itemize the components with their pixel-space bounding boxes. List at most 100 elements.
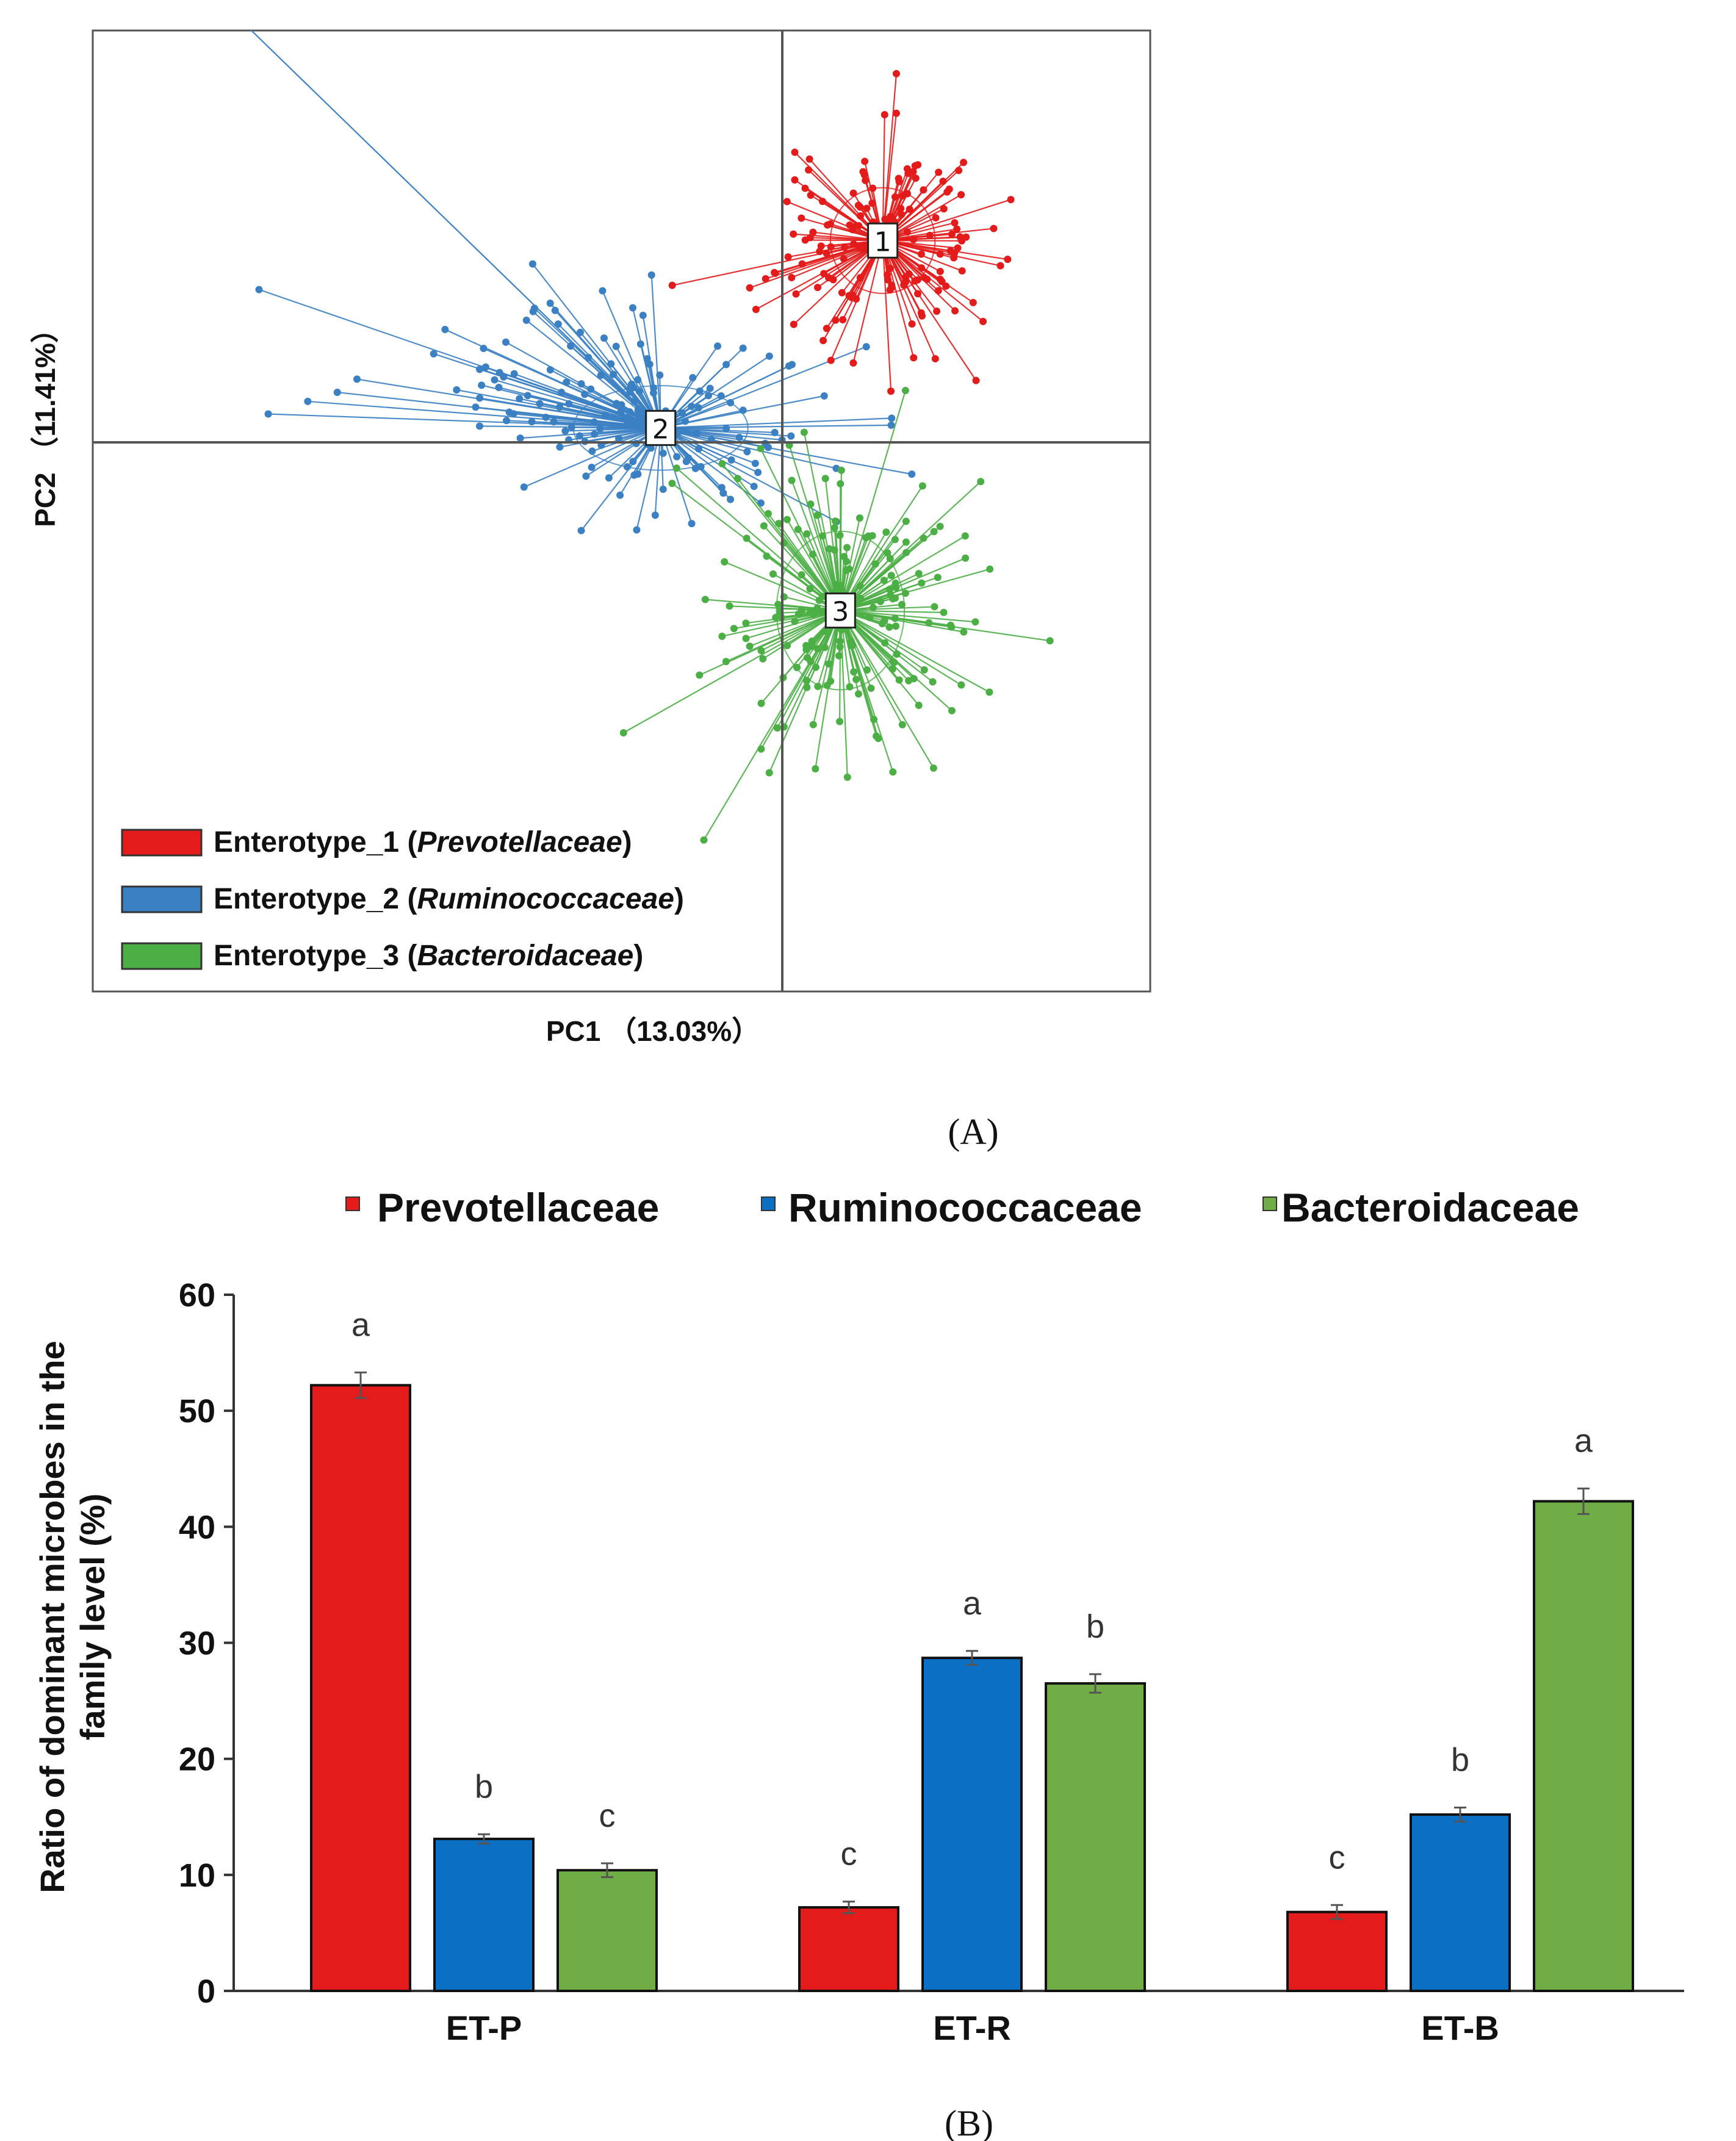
series-3-point <box>726 602 733 610</box>
legend-item-enterotype-3: Enterotype_3 (Bacteroidaceae) <box>121 940 643 972</box>
series-1-point <box>788 274 796 282</box>
series-1-point <box>892 70 900 77</box>
series-3-point <box>882 528 890 536</box>
series-3-point <box>892 622 900 630</box>
series-3-point <box>668 480 676 488</box>
series-3-point <box>920 534 927 542</box>
series-1-point <box>762 275 769 282</box>
series-3-point <box>948 707 956 714</box>
series-3-ray <box>788 445 841 611</box>
bar-legend-swatch-prevotellaceae <box>345 1196 360 1211</box>
series-2-point <box>353 375 361 383</box>
series-1-point <box>969 298 977 306</box>
series-2-point <box>717 392 725 400</box>
series-3-point <box>722 658 730 666</box>
series-3-point <box>757 445 765 453</box>
series-3-point <box>852 675 860 683</box>
series-3-point <box>934 574 942 581</box>
series-1-point <box>933 308 941 315</box>
legend-swatch-2 <box>121 885 203 913</box>
series-1-point <box>909 168 917 176</box>
series-1-point <box>910 354 918 362</box>
series-1-point <box>886 264 894 272</box>
series-2-point <box>502 338 510 346</box>
series-2-ray <box>259 289 661 429</box>
bar-panel: Prevotellaceae Ruminococcaceae Bacteroid… <box>33 1185 1684 2047</box>
significance-letter: a <box>351 1306 370 1343</box>
legend-item-enterotype-1: Enterotype_1 (Prevotellaceae) <box>121 826 632 858</box>
series-2-ray <box>268 413 661 429</box>
series-1-point <box>895 178 903 185</box>
series-3-point <box>898 600 906 608</box>
legend-label-3: Enterotype_3 (Bacteroidaceae) <box>214 940 643 972</box>
bar-legend-swatch-bacteroidaceae <box>1262 1196 1277 1211</box>
series-3-point <box>931 603 938 611</box>
series-1-point <box>942 282 950 290</box>
series-3-point <box>918 482 926 490</box>
series-3-point <box>700 836 708 844</box>
series-1-point <box>838 289 846 297</box>
series-1-point <box>887 387 895 395</box>
significance-letter: a <box>1574 1423 1593 1459</box>
series-3-point <box>866 614 874 622</box>
series-3-point <box>696 671 704 679</box>
series-3-ray <box>623 610 841 733</box>
series-2-point <box>908 470 916 478</box>
series-3-point <box>888 665 896 673</box>
series-1-point <box>1007 196 1015 204</box>
bar-et-p-prevotellaceae <box>310 1384 411 1993</box>
series-1-point <box>827 356 835 364</box>
series-1-point <box>869 184 877 192</box>
series-1-point <box>906 205 913 213</box>
series-3-point <box>889 595 897 603</box>
series-1-point <box>912 175 920 182</box>
series-2-point <box>887 421 895 429</box>
bar-y-tick-label: 30 <box>179 1625 215 1662</box>
series-1-point <box>990 225 998 232</box>
series-2-ray <box>602 290 661 428</box>
series-3-ray <box>733 610 841 630</box>
series-3-ray <box>840 610 962 686</box>
series-3-point <box>881 617 888 625</box>
series-2-point <box>636 340 644 348</box>
series-2-point <box>646 360 654 368</box>
series-1-point <box>897 204 905 212</box>
series-2-point <box>647 271 655 279</box>
series-2-point <box>605 474 613 482</box>
series-3-point <box>619 729 627 737</box>
series-3-ray <box>840 610 990 693</box>
series-2-point <box>626 416 634 423</box>
series-3-point <box>701 596 709 603</box>
series-2-ray <box>660 427 837 469</box>
series-3-point <box>760 522 768 530</box>
series-2-point <box>706 384 714 392</box>
bar-y-axis-title-line2: family level (%) <box>73 1494 112 1741</box>
significance-letter: c <box>841 1836 857 1873</box>
series-2-point <box>630 471 638 479</box>
series-3-point <box>769 570 777 578</box>
series-1-point <box>746 284 754 292</box>
series-3-point <box>889 658 897 666</box>
series-2-point <box>453 386 461 394</box>
series-2-ray <box>505 341 661 429</box>
series-3-point <box>837 466 845 474</box>
series-1-point <box>902 273 910 281</box>
series-1-point <box>958 267 966 275</box>
series-2-ray <box>660 427 758 473</box>
pca-legend: Enterotype_1 (Prevotellaceae) Enterotype… <box>121 826 684 972</box>
series-3-point <box>848 642 855 650</box>
bar-y-tick-label: 20 <box>179 1741 215 1778</box>
series-3-point <box>936 522 944 530</box>
series-2-point <box>528 260 536 268</box>
series-1-ray <box>765 240 883 279</box>
series-3-point <box>881 639 889 647</box>
series-3-point <box>876 597 884 605</box>
series-2-point <box>610 370 618 378</box>
bar-legend-swatch-ruminococcaceae <box>761 1196 776 1211</box>
series-2-point <box>635 387 643 395</box>
series-2-point <box>750 483 758 491</box>
series-1-point <box>856 203 864 211</box>
bar-legend-label-bacteroidaceae: Bacteroidaceae <box>1281 1185 1579 1230</box>
series-3-point <box>905 677 913 685</box>
